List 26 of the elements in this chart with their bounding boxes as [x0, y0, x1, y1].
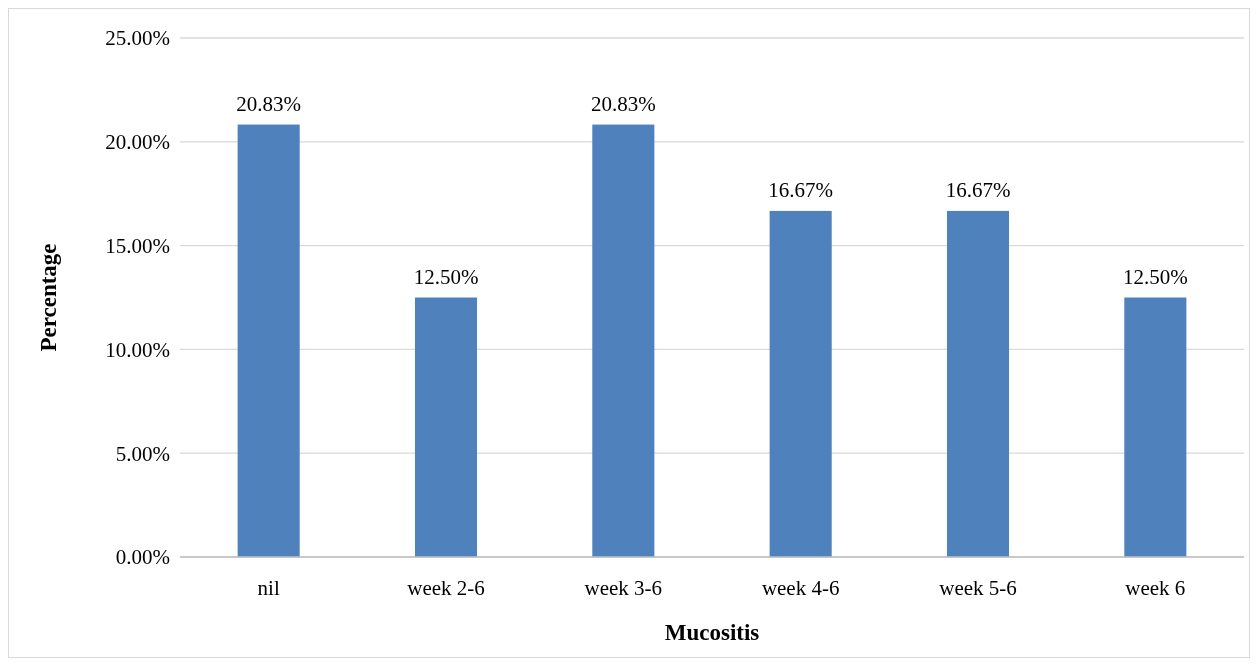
y-tick-label: 20.00% [105, 130, 170, 155]
data-label: 12.50% [413, 264, 479, 289]
data-label: 12.50% [1122, 264, 1188, 289]
y-tick-label: 15.00% [105, 233, 170, 258]
y-tick-label: 5.00% [115, 441, 170, 466]
y-tick-label: 25.00% [105, 26, 170, 51]
x-tick-label: week 3-6 [584, 576, 663, 600]
bar [592, 124, 655, 557]
x-tick-label: week 2-6 [407, 576, 485, 600]
bar [414, 297, 478, 557]
y-tick-label: 10.00% [105, 337, 170, 362]
y-axis-title: Percentage [36, 243, 61, 352]
x-tick-label: nil [257, 576, 280, 600]
bar [237, 124, 300, 557]
bar [946, 210, 1010, 557]
data-label: 20.83% [236, 91, 302, 116]
x-tick-label: week 5-6 [939, 576, 1017, 600]
y-tick-label: 0.00% [115, 545, 170, 570]
x-tick-label: week 6 [1125, 576, 1186, 600]
bar [769, 210, 832, 557]
data-label: 20.83% [590, 91, 656, 116]
data-label: 16.67% [945, 177, 1011, 202]
bar [1124, 297, 1187, 557]
data-label: 16.67% [768, 177, 834, 202]
x-tick-label: week 4-6 [761, 576, 840, 600]
x-axis-title: Mucositis [664, 620, 760, 645]
